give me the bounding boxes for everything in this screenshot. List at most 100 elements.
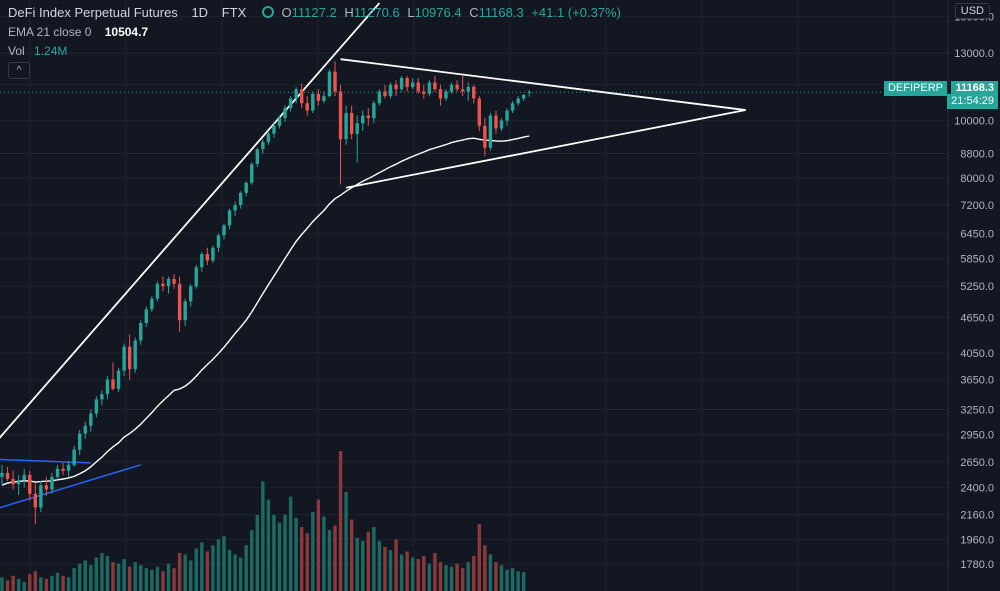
price-tick-label: 3250.0 [960, 404, 994, 416]
volume-bar [250, 530, 254, 591]
candle [150, 296, 154, 312]
candle [211, 245, 215, 263]
candle-body [44, 485, 49, 490]
candle-body [177, 283, 182, 321]
open-value: 11127.2 [291, 5, 337, 20]
candle-body [155, 283, 160, 299]
volume-bar [349, 519, 354, 591]
candle-body [516, 98, 520, 104]
currency-button[interactable]: USD [954, 3, 990, 19]
price-tick-label: 4650.0 [960, 312, 994, 324]
volume-bar [116, 563, 121, 591]
volume-bar [28, 574, 32, 591]
drawing-lines[interactable] [0, 2, 746, 512]
volume-bar [405, 551, 409, 591]
price-tick-label: 2400.0 [960, 482, 994, 494]
volume-bar [127, 566, 132, 591]
volume-value: 1.24M [34, 44, 68, 58]
candle [189, 283, 193, 307]
chevron-up-icon: ^ [16, 65, 22, 76]
candle [233, 201, 237, 216]
candle-body [238, 192, 243, 206]
candle-body [449, 84, 454, 92]
candle [100, 390, 104, 406]
candle-body [327, 71, 332, 97]
symbol-name[interactable]: DeFi Index Perpetual Futures [8, 5, 178, 20]
candle [344, 105, 348, 145]
interval-label[interactable]: 1D [191, 5, 209, 20]
candle-body [39, 485, 43, 508]
volume-bar [133, 562, 137, 591]
candle-body [316, 93, 321, 101]
candle [510, 100, 515, 114]
volume-bar [105, 556, 110, 591]
volume-legend-row[interactable]: Vol 1.24M [8, 44, 71, 58]
volume-bar [227, 549, 232, 591]
candle [227, 208, 232, 230]
candle-body [300, 89, 304, 104]
volume-bar [438, 562, 443, 591]
candle [61, 462, 65, 475]
candle [427, 80, 432, 97]
volume-bar [416, 559, 420, 591]
candle [460, 75, 465, 97]
volume-bar [205, 551, 210, 591]
volume-bar [338, 451, 343, 591]
candle-body [277, 118, 282, 126]
volume-bar [244, 545, 248, 591]
volume-bar [316, 499, 321, 591]
volume-bar [455, 563, 459, 591]
candle-body [494, 115, 498, 129]
candle-body [322, 96, 326, 101]
volume-bar [344, 492, 348, 591]
candle-body [372, 103, 376, 119]
collapse-legend-button[interactable]: ^ [8, 62, 30, 79]
candle [255, 147, 259, 167]
volume-bar [516, 571, 520, 591]
candle [250, 162, 254, 185]
candle-body [399, 78, 404, 90]
candle [94, 396, 99, 418]
volume-bar [383, 546, 387, 591]
price-tick-label: 5850.0 [960, 253, 994, 265]
candle-body [233, 205, 237, 211]
high-label: H [344, 5, 354, 20]
candle-body [189, 286, 193, 302]
volume-bar [272, 514, 276, 591]
volume-bar [61, 575, 65, 591]
volume-bar [499, 565, 504, 591]
candle [5, 466, 10, 482]
candle-body [366, 115, 370, 119]
open-label: O [281, 5, 292, 20]
candle [438, 84, 443, 106]
candle [16, 474, 21, 495]
candle [155, 281, 160, 302]
volume-bar [183, 554, 187, 591]
volume-bar [322, 516, 326, 591]
triangle-lower-line [345, 109, 746, 189]
volume-bar [22, 581, 26, 591]
volume-bar [266, 499, 271, 591]
volume-bar [194, 548, 198, 591]
candle-body [455, 84, 459, 90]
candlesticks[interactable] [0, 61, 531, 525]
exchange-label[interactable]: FTX [221, 5, 247, 20]
candle-body [288, 98, 293, 109]
candle [33, 483, 37, 525]
candle [139, 320, 143, 345]
volume-bar [166, 563, 171, 591]
volume-bar [94, 557, 99, 591]
volume-bar [100, 552, 104, 591]
candle-body [527, 92, 531, 94]
price-tick-label: 13000.0 [954, 48, 994, 60]
candle-body [28, 474, 32, 494]
candle [477, 96, 481, 132]
volume-bar [255, 514, 259, 591]
volume-bar [150, 569, 154, 591]
candle [361, 110, 365, 132]
price-tag-symbol: DEFIPERP [883, 81, 947, 96]
ema-legend-row[interactable]: EMA 21 close 0 10504.7 [8, 25, 152, 39]
candle-body [16, 479, 21, 485]
candle [300, 83, 304, 109]
